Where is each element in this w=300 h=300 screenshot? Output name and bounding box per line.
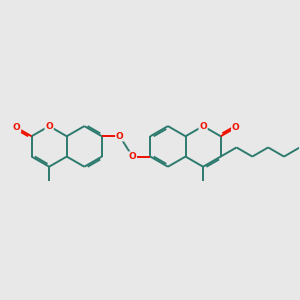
Text: O: O: [232, 123, 239, 132]
Text: O: O: [116, 132, 124, 141]
Text: O: O: [45, 122, 53, 130]
Text: O: O: [129, 152, 136, 161]
Text: O: O: [13, 123, 20, 132]
Text: O: O: [199, 122, 207, 130]
